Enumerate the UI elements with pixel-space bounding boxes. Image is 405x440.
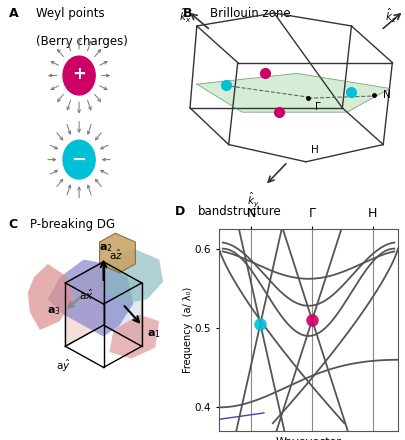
Text: $\mathbf{a}_3$: $\mathbf{a}_3$ <box>47 305 60 317</box>
Text: Weyl points: Weyl points <box>36 7 104 19</box>
Text: −: − <box>71 150 86 169</box>
Circle shape <box>63 140 95 179</box>
Text: B: B <box>183 7 192 19</box>
Polygon shape <box>99 233 135 273</box>
Text: (Berry charges): (Berry charges) <box>36 35 128 48</box>
Text: Γ: Γ <box>314 103 320 113</box>
Text: D: D <box>174 205 184 217</box>
Text: $\mathbf{a}_2$: $\mathbf{a}_2$ <box>98 242 112 254</box>
Text: P-breaking DG: P-breaking DG <box>30 218 115 231</box>
Text: a$\hat{y}$: a$\hat{y}$ <box>56 357 70 374</box>
Text: a$\hat{x}$: a$\hat{x}$ <box>79 287 93 302</box>
Text: N: N <box>382 90 390 100</box>
Polygon shape <box>48 260 133 337</box>
Text: bandstructure: bandstructure <box>197 205 281 217</box>
Text: A: A <box>9 7 19 19</box>
Polygon shape <box>65 262 141 304</box>
Text: C: C <box>8 218 17 231</box>
Text: $\hat{k}_z$: $\hat{k}_z$ <box>384 7 396 25</box>
Text: $\mathbf{a}_1$: $\mathbf{a}_1$ <box>146 328 160 340</box>
Y-axis label: Frequency  (a/ λ₀): Frequency (a/ λ₀) <box>183 287 192 373</box>
X-axis label: Wavevector: Wavevector <box>275 437 341 440</box>
Polygon shape <box>196 73 389 112</box>
Polygon shape <box>65 262 103 346</box>
Polygon shape <box>103 249 163 304</box>
Text: $\hat{k}_x$: $\hat{k}_x$ <box>178 7 191 25</box>
Circle shape <box>63 56 95 95</box>
Polygon shape <box>103 262 141 346</box>
Polygon shape <box>28 264 74 330</box>
Text: a$\hat{z}$: a$\hat{z}$ <box>109 247 123 262</box>
Text: +: + <box>72 66 86 84</box>
Text: $\hat{k}_y$: $\hat{k}_y$ <box>247 190 259 209</box>
Text: H: H <box>310 144 318 154</box>
Polygon shape <box>109 315 159 359</box>
Text: Brillouin zone: Brillouin zone <box>210 7 290 19</box>
